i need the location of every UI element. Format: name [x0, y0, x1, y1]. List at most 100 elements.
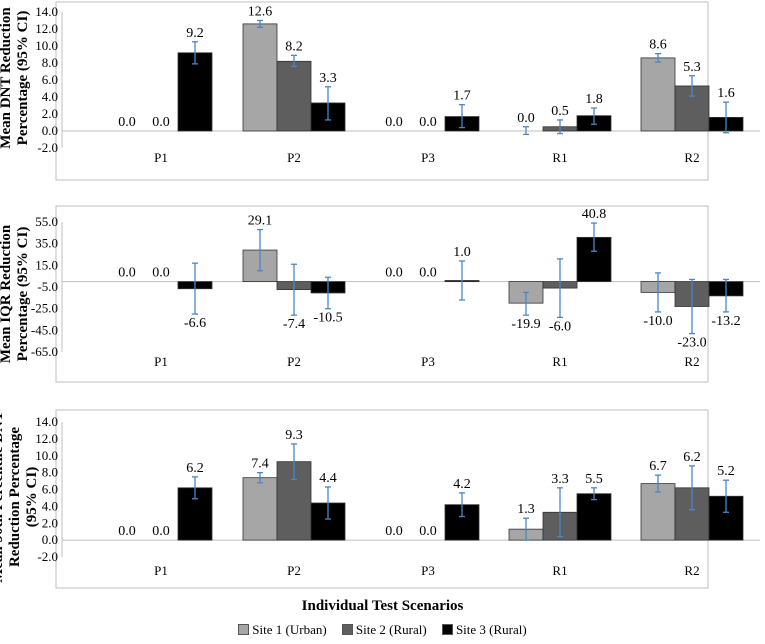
data-label: 8.6	[649, 38, 667, 53]
data-label: 40.8	[582, 207, 607, 222]
y-tick-label: 6.0	[42, 72, 58, 87]
error-bar	[192, 41, 198, 65]
data-label: 0.0	[118, 266, 136, 281]
error-bar	[655, 272, 661, 313]
legend-label-site1: Site 1 (Urban)	[252, 622, 327, 637]
data-label: 1.6	[717, 86, 735, 101]
data-label: 1.3	[517, 502, 535, 517]
bar-site3-p1	[177, 52, 213, 132]
data-label: 0.0	[385, 115, 403, 130]
data-label: 0.0	[118, 115, 136, 130]
y-tick-label: 12.0	[35, 21, 58, 36]
category-label-p1: P1	[154, 354, 168, 369]
error-bar	[325, 486, 331, 520]
legend-item-site1: Site 1 (Urban)	[238, 622, 327, 638]
data-label: 12.6	[248, 5, 273, 20]
bar-site1-p2	[242, 477, 278, 541]
legend-swatch-site2	[341, 624, 353, 635]
error-bar	[723, 479, 729, 513]
error-bar	[723, 278, 729, 313]
legend-swatch-site1	[238, 624, 250, 635]
y-tick-label: 6.0	[42, 482, 58, 497]
error-bar	[257, 19, 263, 28]
category-label-r2: R2	[684, 150, 699, 165]
data-label: 0.0	[152, 266, 170, 281]
legend: Site 1 (Urban) Site 2 (Rural) Site 3 (Ru…	[0, 622, 765, 638]
error-bar	[523, 291, 529, 316]
category-label-p3: P3	[421, 563, 435, 578]
error-bar	[557, 119, 563, 135]
error-bar	[291, 263, 297, 316]
data-label: 3.3	[551, 472, 569, 487]
y-tick-label: 14.0	[35, 414, 58, 429]
y-tick-label: 15.0	[35, 257, 58, 272]
error-bar	[291, 54, 297, 68]
error-bar	[689, 75, 695, 97]
data-label: 9.3	[285, 428, 303, 443]
legend-label-site3: Site 3 (Rural)	[455, 622, 527, 637]
error-bar	[689, 278, 695, 335]
y-tick-label: 55.0	[35, 214, 58, 229]
data-label: 0.0	[419, 524, 437, 539]
legend-swatch-site3	[441, 624, 453, 635]
data-label: 6.7	[649, 459, 667, 474]
data-label: 0.0	[419, 115, 437, 130]
x-axis-title: Individual Test Scenarios	[301, 598, 464, 614]
error-bar	[655, 53, 661, 63]
y-tick-label: 10.0	[35, 448, 58, 463]
error-bar	[689, 465, 695, 511]
data-label: 4.2	[453, 477, 471, 492]
y-tick-label: -2.0	[37, 140, 58, 155]
data-label: -6.6	[184, 316, 206, 331]
y-tick-label: 0.0	[42, 532, 58, 547]
error-bar	[291, 443, 297, 481]
legend-label-site2: Site 2 (Rural)	[355, 622, 427, 637]
data-label: 1.8	[585, 92, 603, 107]
error-bar	[591, 222, 597, 252]
y-tick-label: -2.0	[37, 549, 58, 564]
category-label-r1: R1	[552, 563, 567, 578]
data-label: 7.4	[251, 457, 269, 472]
legend-item-site2: Site 2 (Rural)	[341, 622, 427, 638]
data-label: 3.3	[319, 71, 337, 86]
category-label-p2: P2	[287, 563, 301, 578]
data-label: 6.2	[683, 450, 701, 465]
data-label: 1.0	[453, 245, 471, 260]
data-label: 0.0	[152, 524, 170, 539]
y-tick-label: -45.0	[31, 322, 58, 337]
bar-site1-r2	[640, 57, 676, 132]
y-tick-label: -65.0	[31, 344, 58, 359]
data-label: 5.3	[683, 60, 701, 75]
y-tick-label: 8.0	[42, 55, 58, 70]
y-axis-label: Mean IQR ReductionPercentage (95% CI)	[0, 224, 31, 363]
category-label-r2: R2	[684, 354, 699, 369]
data-label: -10.5	[313, 311, 342, 326]
y-tick-label: 35.0	[35, 236, 58, 251]
legend-item-site3: Site 3 (Rural)	[441, 622, 527, 638]
error-bar	[655, 474, 661, 493]
data-label: 1.7	[453, 89, 471, 104]
data-label: -13.2	[711, 314, 740, 329]
y-tick-label: 10.0	[35, 38, 58, 53]
category-label-r1: R1	[552, 354, 567, 369]
category-label-p3: P3	[421, 150, 435, 165]
y-tick-label: 0.0	[42, 123, 58, 138]
category-label-p1: P1	[154, 150, 168, 165]
error-bar	[325, 86, 331, 121]
bar-site1-p2	[242, 23, 278, 132]
data-label: 8.2	[285, 39, 303, 54]
data-label: 5.5	[585, 472, 603, 487]
data-label: 0.5	[551, 104, 569, 119]
data-label: 29.1	[248, 214, 273, 229]
chart-panel-2: -65.0 -45.0 -25.0 -5.0 15.0 35.0 55.0 Mean IQR …	[0, 205, 760, 383]
error-bar	[723, 101, 729, 134]
y-tick-label: 12.0	[35, 431, 58, 446]
bar-site1-r2	[640, 483, 676, 541]
category-label-p2: P2	[287, 354, 301, 369]
error-bar	[192, 262, 198, 315]
data-label: 0.0	[419, 266, 437, 281]
data-label: -10.0	[643, 314, 672, 329]
y-tick-label: 2.0	[42, 515, 58, 530]
y-tick-label: -25.0	[31, 301, 58, 316]
